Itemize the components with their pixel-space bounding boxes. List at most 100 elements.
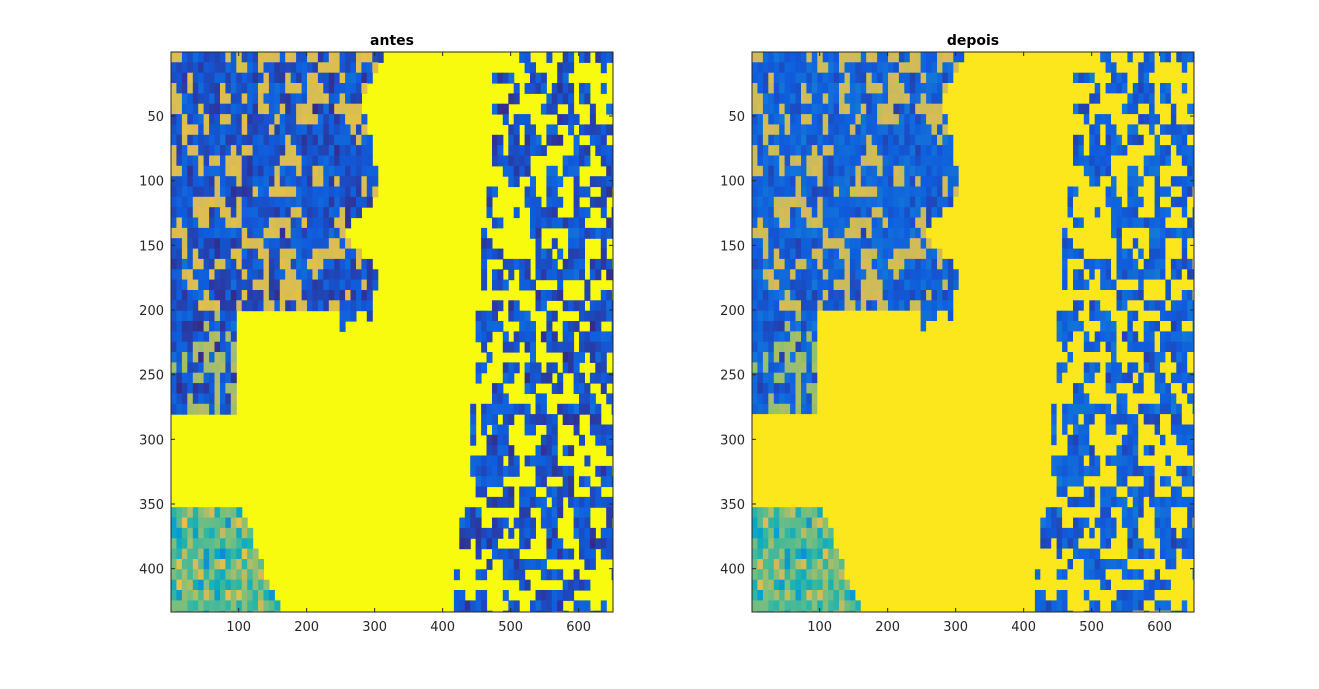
heatmap-cell [187,196,194,208]
heatmap-cell [1094,155,1101,167]
heatmap-cell [915,403,922,415]
heatmap-cell [909,165,916,177]
heatmap-cell [263,155,270,167]
heatmap-cell [991,372,998,384]
heatmap-cell [203,269,210,281]
heatmap-cell [855,227,862,239]
heatmap-cell [274,114,281,125]
heatmap-cell [198,52,205,63]
heatmap-cell [307,290,313,301]
heatmap-cell [1181,238,1188,250]
heatmap-cell [356,290,362,301]
heatmap-cell [236,590,243,601]
heatmap-cell [904,114,911,125]
heatmap-cell [600,258,607,270]
heatmap-cell [535,269,542,281]
heatmap-cell [584,83,591,94]
heatmap-cell [241,269,248,281]
heatmap-cell [611,538,613,550]
heatmap-cell [844,124,851,136]
heatmap-cell [991,227,998,239]
heatmap-cell [844,114,851,125]
heatmap-cell [214,527,221,539]
heatmap-cell [855,207,862,219]
heatmap-cell [1018,279,1025,291]
heatmap-cell [187,569,194,581]
heatmap-cell [176,238,183,250]
heatmap-cell [203,372,210,384]
heatmap-cell [214,114,221,125]
heatmap-cell [1034,93,1041,105]
heatmap-cell [1100,269,1107,281]
heatmap-cell [1176,186,1183,198]
heatmap-cell [801,52,807,63]
heatmap-cell [757,310,764,322]
heatmap-cell [464,610,471,612]
heatmap-cell [942,83,949,94]
heatmap-cell [356,145,362,156]
heatmap-cell [942,93,949,105]
heatmap-cell [198,124,205,136]
heatmap-cell [1165,414,1172,425]
heatmap-cell [328,290,335,301]
heatmap-cell [562,165,569,177]
heatmap-cell [926,134,933,146]
heatmap-cell [606,331,613,343]
heatmap-cell [926,403,933,415]
heatmap-cell [573,217,580,229]
heatmap-cell [562,217,569,229]
heatmap-cell [198,321,205,332]
heatmap-cell [1078,145,1085,156]
heatmap-cell [975,165,981,177]
heatmap-cell [236,258,243,270]
heatmap-cell [1132,248,1139,260]
heatmap-cell [980,62,987,74]
heatmap-cell [795,124,802,136]
heatmap-cell [893,352,900,363]
heatmap-cell [312,176,319,188]
y-tick-label: 100 [139,175,164,190]
heatmap-cell [1192,155,1194,167]
heatmap-cell [350,83,357,94]
heatmap-cell [996,134,1003,146]
heatmap-cell [752,341,758,353]
heatmap-cell [909,372,916,384]
heatmap-cell [898,207,905,219]
heatmap-cell [573,165,580,177]
heatmap-cell [855,424,862,436]
heatmap-cell [1007,279,1014,291]
heatmap-cell [773,72,780,84]
heatmap-cell [773,165,780,177]
heatmap-cell [1002,300,1009,312]
heatmap-cell [888,134,894,146]
heatmap-cell [274,217,281,229]
heatmap-cell [779,321,786,332]
heatmap-cell [975,269,981,281]
heatmap-cell [860,393,867,405]
heatmap-cell [1045,165,1052,177]
heatmap-cell [822,227,829,239]
heatmap-cell [1154,403,1161,415]
heatmap-cell [1138,93,1145,105]
heatmap-cell [752,383,758,394]
heatmap-cell [1116,393,1123,405]
heatmap-cell [752,403,758,415]
heatmap-cell [915,248,922,260]
heatmap-cell [1089,83,1096,94]
heatmap-cell [985,155,992,167]
heatmap-cell [937,310,943,322]
heatmap-cell [595,134,602,146]
heatmap-cell [975,393,981,405]
heatmap-cell [600,248,607,260]
heatmap-cell [833,248,840,260]
heatmap-cell [768,414,775,425]
heatmap-cell [866,393,873,405]
heatmap-cell [252,248,259,260]
heatmap-cell [606,424,613,436]
heatmap-cell [866,352,873,363]
heatmap-cell [1132,383,1139,394]
heatmap-cell [773,321,780,332]
heatmap-cell [551,331,558,343]
heatmap-cell [220,362,226,374]
heatmap-cell [866,362,873,374]
